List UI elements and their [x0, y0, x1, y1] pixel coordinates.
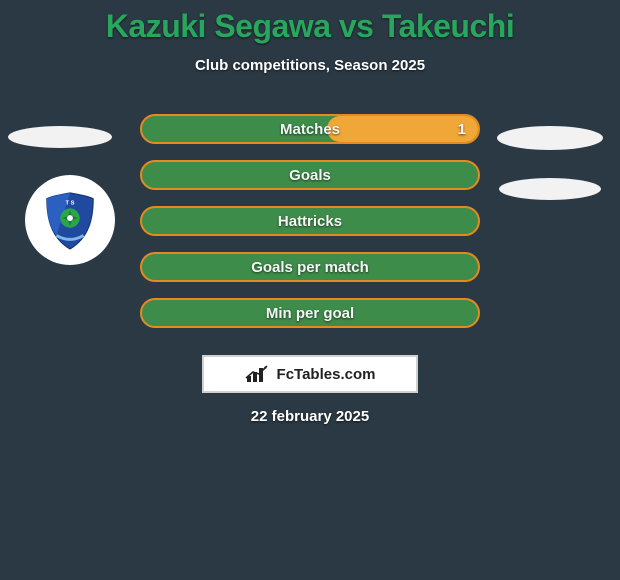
decorative-ellipse	[497, 126, 603, 150]
branding-text: FcTables.com	[277, 366, 376, 383]
stat-row: Goals per match	[140, 252, 480, 282]
comparison-card: Kazuki Segawa vs Takeuchi Club competiti…	[0, 0, 620, 580]
stat-fill-right	[327, 116, 478, 142]
stat-value-right: 1	[458, 121, 466, 138]
decorative-ellipse	[499, 178, 601, 200]
stat-label: Min per goal	[266, 305, 354, 322]
chart-icon	[245, 364, 271, 384]
date-text: 22 february 2025	[0, 408, 620, 425]
stat-label: Goals	[289, 167, 331, 184]
stat-label: Goals per match	[251, 259, 369, 276]
decorative-ellipse	[8, 126, 112, 148]
svg-text:T S: T S	[65, 201, 74, 207]
stat-label: Matches	[280, 121, 340, 138]
page-title: Kazuki Segawa vs Takeuchi	[0, 0, 620, 45]
stat-row: Min per goal	[140, 298, 480, 328]
crest-icon: T S	[39, 189, 101, 251]
stat-row: Matches 1	[140, 114, 480, 144]
branding-box[interactable]: FcTables.com	[202, 355, 418, 393]
club-crest: T S	[25, 175, 115, 265]
subtitle: Club competitions, Season 2025	[0, 57, 620, 74]
stat-row: Goals	[140, 160, 480, 190]
stat-row: Hattricks	[140, 206, 480, 236]
stat-label: Hattricks	[278, 213, 342, 230]
